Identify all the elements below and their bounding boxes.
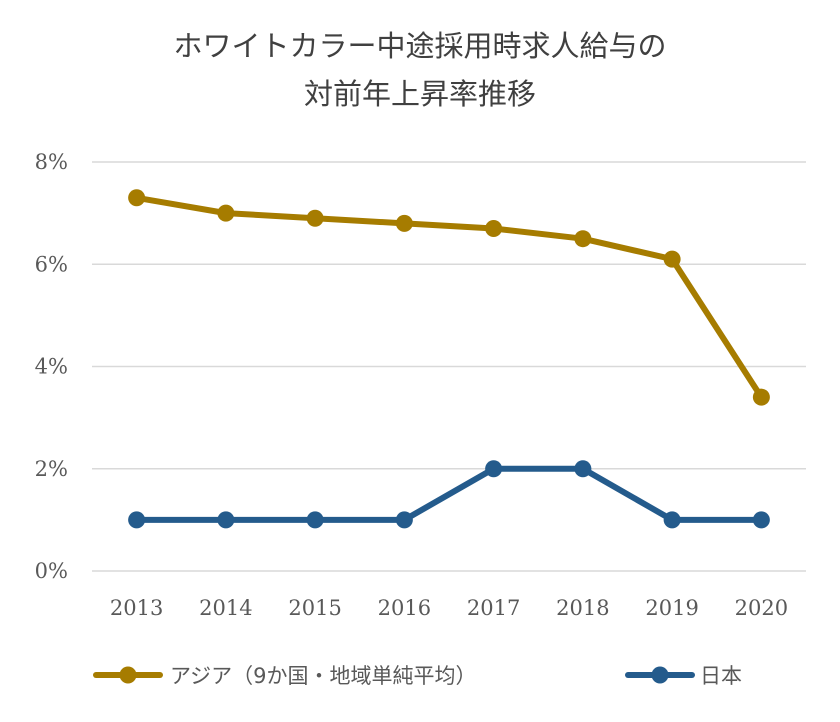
data-point [752, 388, 770, 406]
data-point [306, 511, 324, 529]
data-point [395, 214, 413, 232]
y-tick-label: 4% [35, 355, 68, 379]
y-tick-label: 2% [35, 457, 68, 481]
data-point [752, 511, 770, 529]
x-tick-label: 2017 [467, 596, 520, 620]
x-tick-label: 2019 [645, 596, 698, 620]
x-tick-label: 2018 [556, 596, 609, 620]
legend: アジア（9か国・地域単純平均） 日本 [93, 664, 742, 688]
data-point [485, 219, 503, 237]
legend-swatch-marker [119, 666, 137, 684]
data-point [663, 511, 681, 529]
data-point [663, 250, 681, 268]
data-point [306, 209, 324, 227]
gridlines [92, 161, 806, 572]
chart-title: ホワイトカラー中途採用時求人給与の 対前年上昇率推移 [0, 22, 840, 118]
series-line [133, 465, 765, 523]
data-point [395, 511, 413, 529]
y-tick-label: 8% [35, 150, 68, 174]
series-1 [128, 189, 770, 406]
series-2 [128, 460, 770, 529]
chart-title-line-1: ホワイトカラー中途採用時求人給与の [173, 29, 667, 63]
x-tick-label: 2016 [378, 596, 431, 620]
series-line [133, 194, 765, 401]
legend-swatch-marker [651, 666, 669, 684]
legend-label: アジア（9か国・地域単純平均） [170, 664, 477, 688]
legend-label: 日本 [700, 664, 742, 688]
x-tick-label: 2014 [199, 596, 252, 620]
data-point [128, 511, 146, 529]
data-point [574, 230, 592, 248]
legend-item: アジア（9か国・地域単純平均） [93, 664, 477, 688]
data-point [217, 204, 235, 222]
data-point [574, 460, 592, 478]
x-tick-label: 2015 [288, 596, 341, 620]
series-group [128, 189, 770, 529]
x-tick-label: 2020 [735, 596, 788, 620]
y-axis-ticks: 0% 2% 4% 6% 8% [35, 150, 68, 583]
data-point [128, 189, 146, 207]
x-tick-label: 2013 [110, 596, 163, 620]
legend-item: 日本 [625, 664, 742, 688]
data-point [217, 511, 235, 529]
y-tick-label: 0% [35, 559, 68, 583]
data-point [485, 460, 503, 478]
chart-title-line-2: 対前年上昇率推移 [303, 77, 536, 111]
y-tick-label: 6% [35, 252, 68, 276]
x-axis-ticks: 2013 2014 2015 2016 2017 2018 2019 2020 [110, 596, 788, 620]
